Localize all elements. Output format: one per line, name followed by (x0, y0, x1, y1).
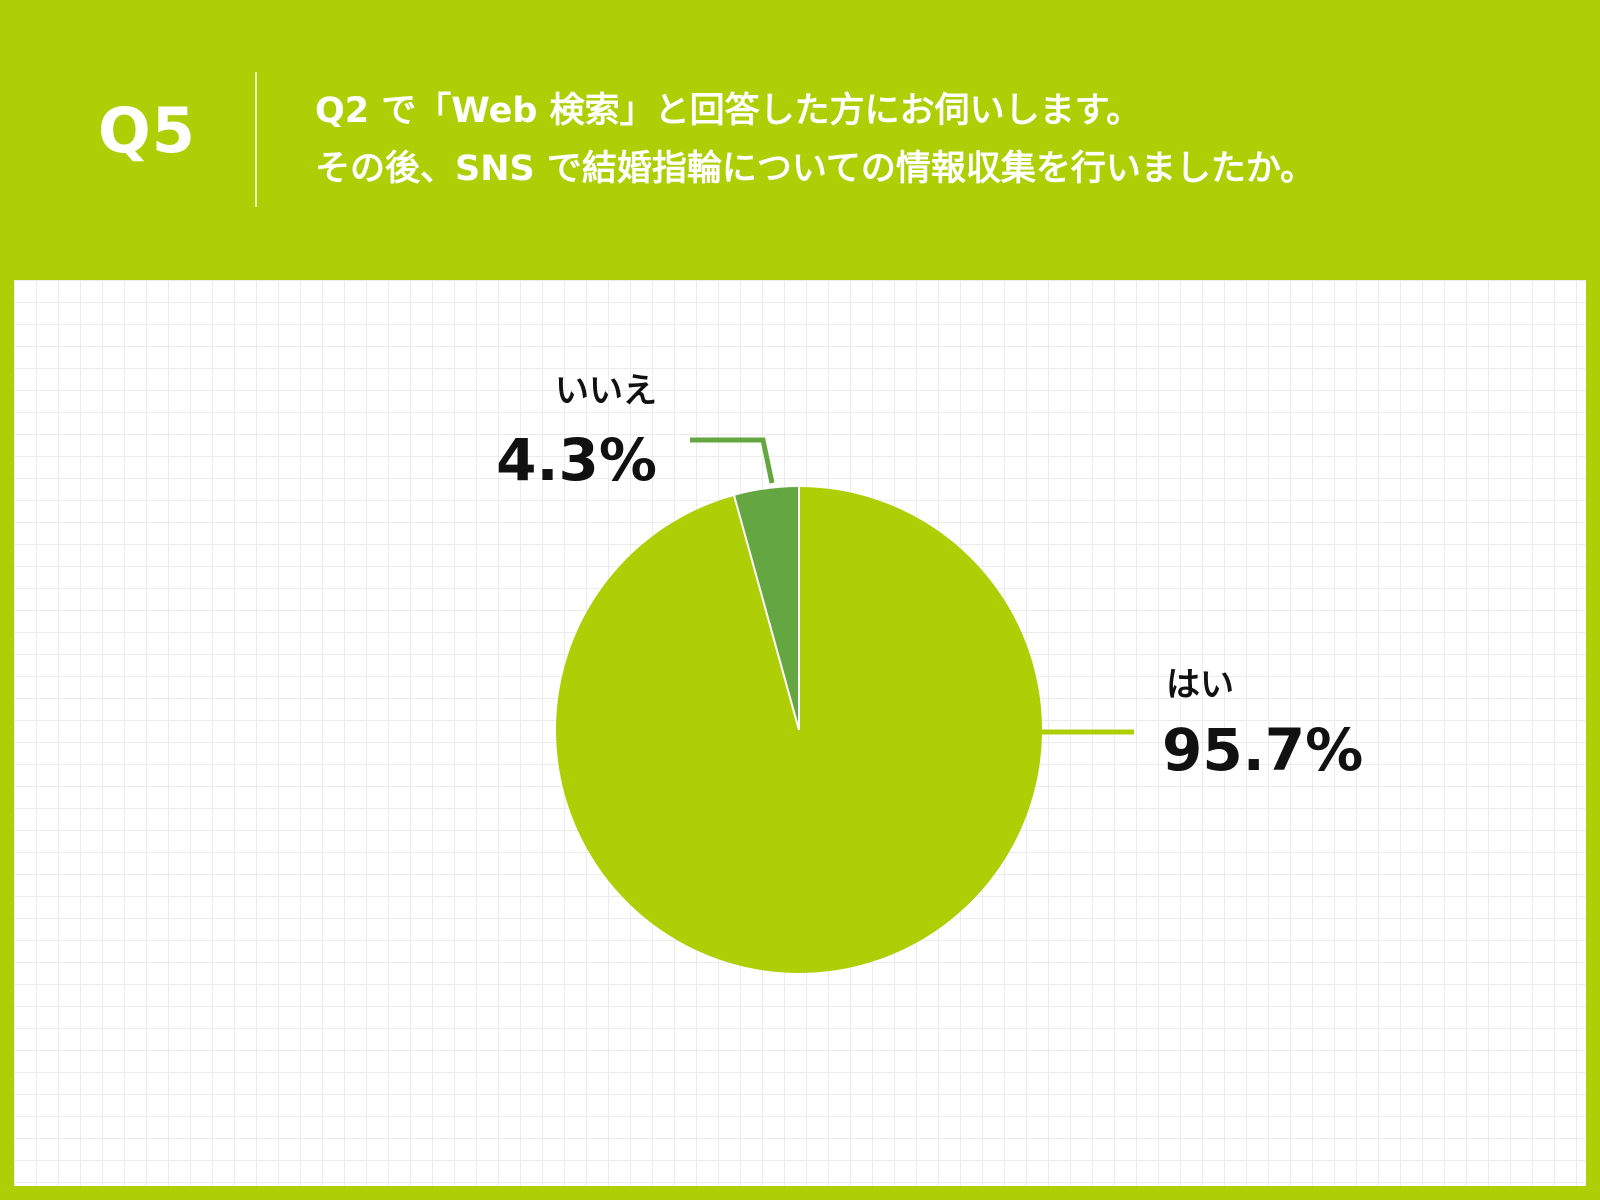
label-yes-value: 95.7% (1162, 716, 1363, 784)
label-yes-name: はい (1166, 665, 1234, 705)
label-no-name: いいえ (555, 371, 657, 411)
label-no-value: 4.3% (496, 426, 657, 494)
question-line-2: その後、SNS で結婚指輪についての情報収集を行いましたか。 (315, 149, 1316, 189)
question-number: Q5 (98, 94, 196, 167)
question-header: Q5 Q2 で「Web 検索」と回答した方にお伺いします。 その後、SNS で結… (0, 0, 1600, 280)
slice-separator (733, 495, 800, 731)
pie-chart: いいえ 4.3% はい 95.7% (496, 371, 1363, 974)
chart-panel: いいえ 4.3% はい 95.7% (14, 280, 1586, 1186)
header-divider (255, 72, 257, 207)
question-text: Q2 で「Web 検索」と回答した方にお伺いします。 その後、SNS で結婚指輪… (315, 82, 1555, 198)
pie-slice-yes (556, 487, 1042, 974)
leader-line-no (690, 437, 775, 484)
question-line-1: Q2 で「Web 検索」と回答した方にお伺いします。 (315, 91, 1142, 131)
